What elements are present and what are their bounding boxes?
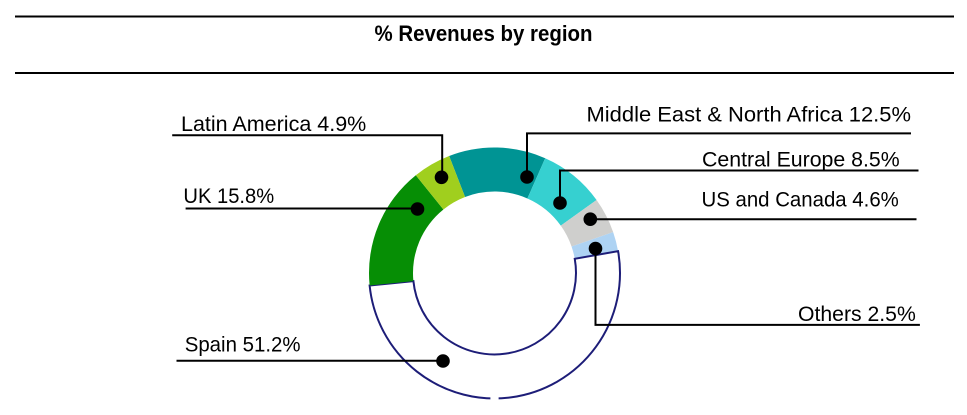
- svg-text:Others 2.5%: Others 2.5%: [798, 303, 916, 326]
- svg-text:UK 15.8%: UK 15.8%: [183, 185, 274, 208]
- svg-text:% Revenues by region: % Revenues by region: [375, 21, 593, 46]
- svg-text:Spain 51.2%: Spain 51.2%: [185, 333, 301, 356]
- svg-text:Latin America 4.9%: Latin America 4.9%: [181, 113, 366, 136]
- svg-text:Middle East & North Africa 12.: Middle East & North Africa 12.5%: [587, 104, 912, 127]
- svg-text:Central Europe 8.5%: Central Europe 8.5%: [702, 148, 900, 171]
- svg-text:US and Canada 4.6%: US and Canada 4.6%: [702, 188, 899, 211]
